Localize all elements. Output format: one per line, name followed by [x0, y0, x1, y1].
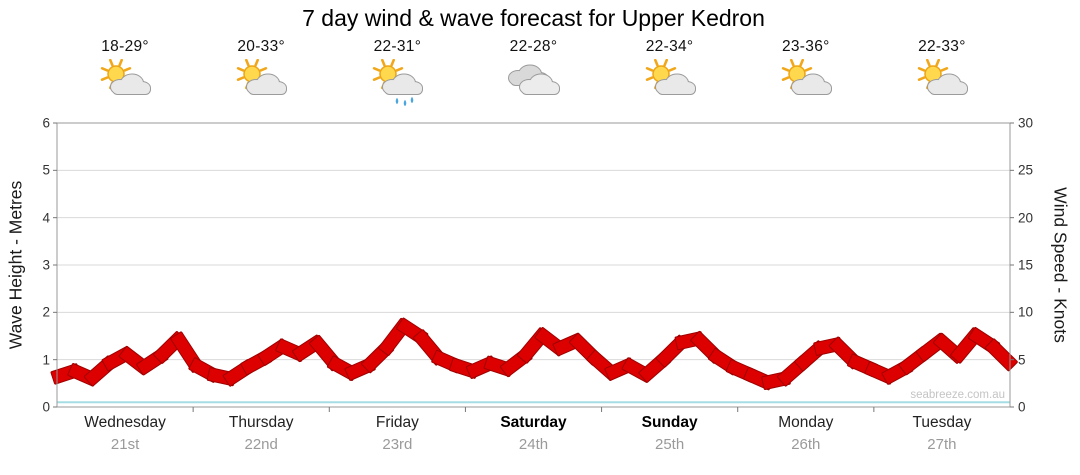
wind-speed-series	[50, 317, 1018, 391]
day-name-label: Monday	[778, 414, 834, 431]
weather-icon-wrap	[370, 58, 424, 107]
day-date-label: 27th	[927, 436, 957, 453]
left-axis-tick-label: 0	[42, 399, 50, 415]
right-axis-tick-label: 25	[1018, 162, 1034, 178]
weather-icon-wrap	[98, 58, 152, 107]
day-header-tuesday: 22-33°	[915, 38, 969, 107]
day-header-wednesday: 18-29°	[98, 38, 152, 107]
day-footer-sunday: Sunday 25th	[642, 414, 698, 453]
day-header-monday: 23-36°	[779, 38, 833, 107]
day-name-label: Thursday	[228, 414, 294, 431]
sun-cloud-rain-icon	[373, 58, 424, 107]
right-axis-tick-label: 10	[1018, 304, 1034, 320]
right-axis-tick-label: 0	[1018, 399, 1026, 415]
left-axis-tick-label: 3	[42, 257, 50, 273]
day-header-saturday: 22-28°	[507, 38, 561, 107]
weather-icon-wrap	[507, 59, 561, 107]
day-temperature-range: 22-31°	[373, 38, 422, 55]
day-footer-thursday: Thursday 22nd	[229, 414, 294, 453]
left-axis-tick-label: 4	[42, 210, 50, 226]
day-footer-tuesday: Tuesday 27th	[912, 414, 971, 453]
day-temperature-range: 18-29°	[101, 38, 149, 55]
right-axis-tick-label: 5	[1018, 352, 1026, 368]
day-date-label: 21st	[110, 436, 140, 453]
sun-cloud-icon	[100, 58, 152, 95]
day-temperature-range: 23-36°	[781, 38, 830, 55]
day-temperature-range: 22-33°	[918, 38, 966, 55]
right-axis-tick-label: 30	[1018, 115, 1034, 131]
left-axis-tick-label: 1	[42, 352, 50, 368]
day-footer-saturday: Saturday 24th	[500, 414, 566, 453]
day-name-label: Friday	[375, 414, 419, 431]
cloudy-icon	[507, 64, 560, 95]
day-header-thursday: 20-33°	[234, 38, 288, 107]
sun-cloud-icon	[781, 58, 832, 95]
day-footer-friday: Friday 23rd	[376, 414, 419, 453]
weather-icon-wrap	[915, 58, 969, 107]
day-name-label: Tuesday	[912, 414, 972, 431]
day-date-label: 25th	[654, 436, 685, 453]
weather-icon-wrap	[643, 58, 697, 107]
axis-ticks	[53, 122, 1014, 412]
day-temperature-range: 22-28°	[509, 38, 558, 55]
chart-title: 7 day wind & wave forecast for Upper Ked…	[302, 5, 765, 31]
sun-cloud-icon	[236, 58, 288, 95]
day-name-label: Saturday	[500, 414, 567, 431]
day-date-label: 23rd	[382, 436, 413, 453]
left-axis-tick-label: 5	[42, 162, 50, 178]
sun-cloud-icon	[645, 58, 696, 95]
day-name-label: Sunday	[641, 414, 698, 431]
day-header-friday: 22-31°	[370, 38, 424, 107]
right-axis-tick-label: 15	[1018, 257, 1034, 273]
left-axis-tick-label: 2	[42, 304, 50, 320]
gridlines	[57, 169, 1010, 361]
day-header-sunday: 22-34°	[643, 38, 697, 107]
weather-icon-wrap	[234, 58, 288, 107]
left-axis-tick-label: 6	[42, 115, 50, 131]
right-axis-tick-label: 20	[1018, 210, 1034, 226]
watermark: seabreeze.com.au	[910, 389, 1005, 401]
day-temperature-range: 20-33°	[237, 38, 286, 55]
day-date-label: 26th	[791, 436, 821, 453]
weather-icon-wrap	[779, 58, 833, 107]
sun-cloud-icon	[917, 58, 968, 95]
day-temperature-range: 22-34°	[645, 38, 694, 55]
day-date-label: 24th	[518, 436, 549, 453]
day-date-label: 22nd	[244, 436, 278, 453]
day-footer-wednesday: Wednesday 21st	[84, 414, 166, 453]
day-footer-monday: Monday 26th	[778, 414, 833, 453]
day-name-label: Wednesday	[84, 414, 166, 431]
